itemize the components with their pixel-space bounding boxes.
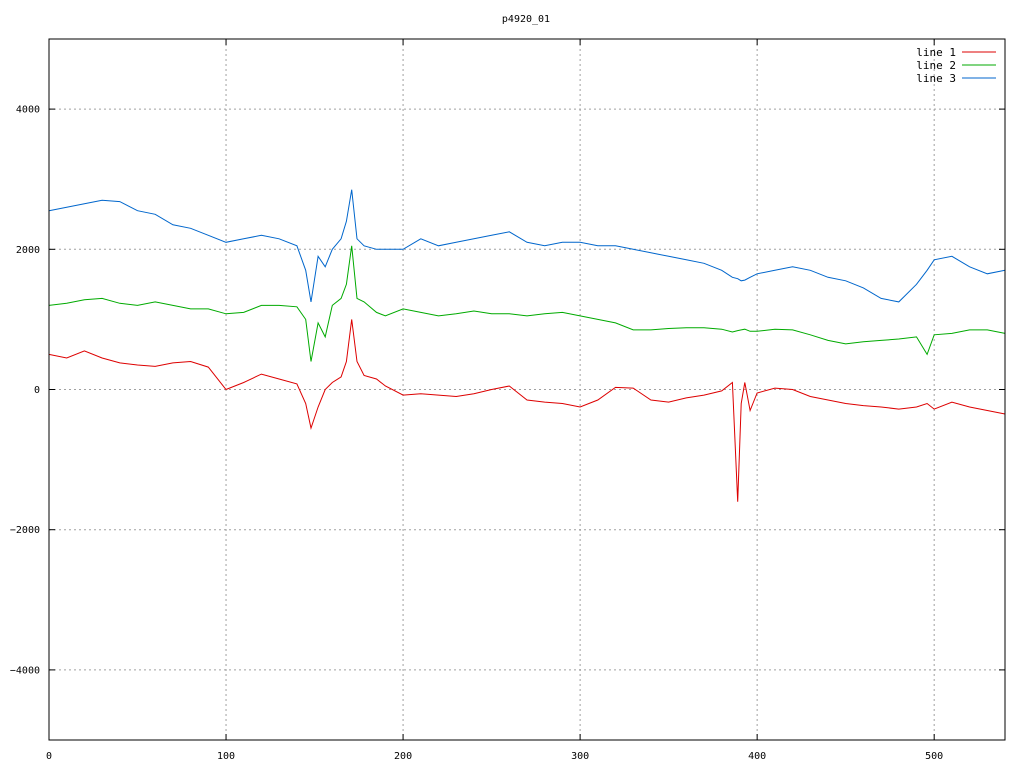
x-tick-label: 400 xyxy=(748,751,766,762)
y-tick-label: −2000 xyxy=(10,525,40,536)
x-tick-label: 300 xyxy=(571,751,589,762)
series-layer xyxy=(48,189,1006,502)
plot-frame xyxy=(48,38,1006,741)
y-tick-label: 0 xyxy=(34,385,40,396)
y-tick-label: 2000 xyxy=(16,245,40,256)
legend-label: line 3 xyxy=(916,72,956,85)
legend-label: line 2 xyxy=(916,59,956,72)
y-tick-label: −4000 xyxy=(10,665,40,676)
grid xyxy=(49,39,1005,740)
series-line-1 xyxy=(48,319,1006,502)
chart-title: p4920_01 xyxy=(502,14,550,25)
series-line-2 xyxy=(48,245,1006,362)
x-tick-label: 100 xyxy=(217,751,235,762)
x-tick-label: 0 xyxy=(46,751,52,762)
legend-label: line 1 xyxy=(916,46,956,59)
y-axis: −4000 −2000 0 2000 4000 xyxy=(10,105,1005,676)
y-tick-label: 4000 xyxy=(16,105,40,116)
series-line-3 xyxy=(48,189,1006,303)
x-tick-label: 200 xyxy=(394,751,412,762)
x-tick-label: 500 xyxy=(925,751,943,762)
